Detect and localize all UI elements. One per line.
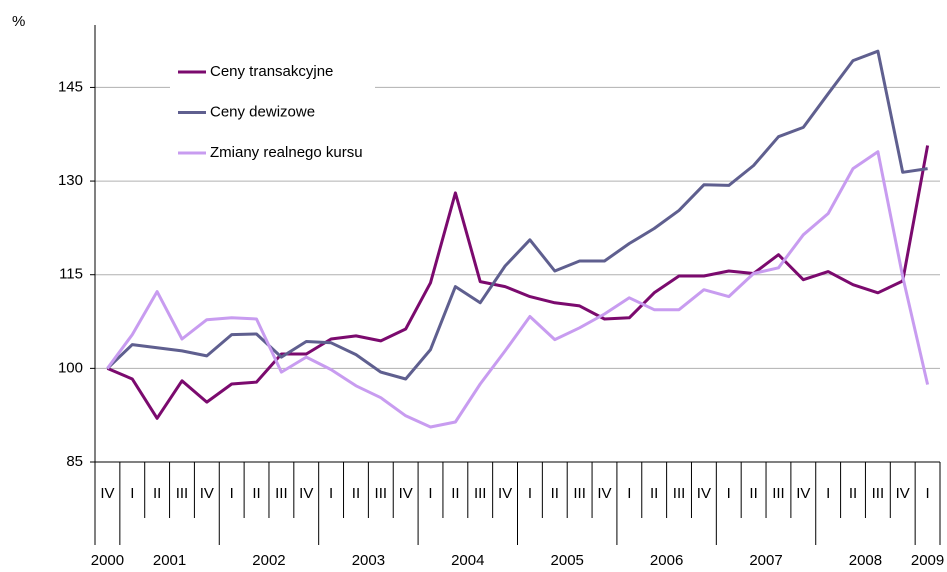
y-axis-label: % — [12, 13, 25, 30]
x-tick-label: III — [275, 485, 288, 502]
x-tick-label: I — [826, 485, 830, 502]
x-tick-label: I — [627, 485, 631, 502]
x-tick-label: III — [673, 485, 686, 502]
x-tick-label: IV — [399, 485, 413, 502]
x-tick-label: I — [528, 485, 532, 502]
x-tick-label: II — [650, 485, 658, 502]
year-label: 2008 — [849, 552, 882, 569]
y-tick-label: 115 — [59, 266, 83, 283]
x-tick-label: III — [474, 485, 487, 502]
x-tick-label: III — [375, 485, 388, 502]
x-tick-label: III — [176, 485, 189, 502]
x-tick-label: I — [925, 485, 929, 502]
year-label: 2000 — [91, 552, 124, 569]
x-tick-label: I — [329, 485, 333, 502]
x-tick-label: IV — [100, 485, 114, 502]
x-tick-label: IV — [200, 485, 214, 502]
year-label: 2001 — [153, 552, 186, 569]
x-tick-label: I — [428, 485, 432, 502]
legend-label: Ceny dewizowe — [210, 103, 315, 120]
x-tick-label: II — [153, 485, 161, 502]
y-tick-label: 130 — [58, 172, 83, 189]
x-tick-label: IV — [299, 485, 313, 502]
year-label: 2002 — [252, 552, 285, 569]
x-tick-label: I — [230, 485, 234, 502]
legend-label: Ceny transakcyjne — [210, 63, 333, 80]
x-tick-label: II — [551, 485, 559, 502]
series-line — [106, 150, 930, 429]
x-tick-label: IV — [498, 485, 512, 502]
x-tick-label: IV — [697, 485, 711, 502]
x-tick-label: III — [872, 485, 885, 502]
year-label: 2005 — [551, 552, 584, 569]
year-label: 2003 — [352, 552, 385, 569]
y-tick-label: 100 — [58, 359, 83, 376]
x-tick-label: II — [749, 485, 757, 502]
x-tick-label: III — [772, 485, 785, 502]
x-tick-label: II — [352, 485, 360, 502]
year-label: 2009 — [911, 552, 944, 569]
x-tick-label: II — [252, 485, 260, 502]
series-line — [106, 49, 928, 381]
year-label: 2006 — [650, 552, 683, 569]
x-tick-label: IV — [896, 485, 910, 502]
x-tick-label: I — [130, 485, 134, 502]
year-label: 2007 — [749, 552, 782, 569]
y-tick-label: 85 — [66, 453, 83, 470]
x-tick-label: I — [727, 485, 731, 502]
x-tick-label: II — [451, 485, 459, 502]
year-label: 2004 — [451, 552, 484, 569]
x-tick-label: III — [573, 485, 586, 502]
series-line — [106, 145, 930, 420]
legend-label: Zmiany realnego kursu — [210, 144, 363, 161]
x-tick-label: IV — [796, 485, 810, 502]
y-tick-label: 145 — [58, 78, 83, 95]
x-tick-label: II — [849, 485, 857, 502]
x-tick-label: IV — [597, 485, 611, 502]
